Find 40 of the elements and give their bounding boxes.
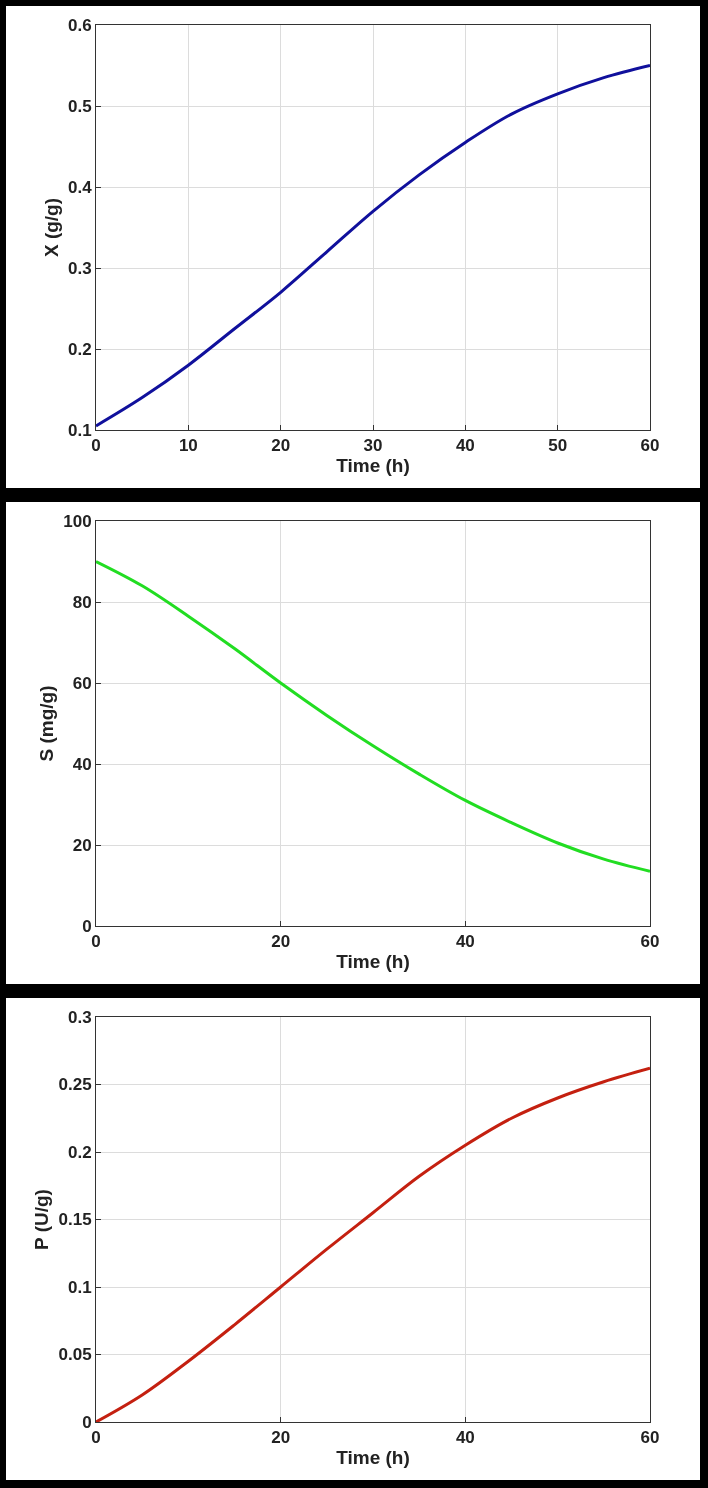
y-tick-label: 60 [72,673,92,693]
y-tick-label: 0.5 [67,96,92,116]
x-tick-label: 60 [640,436,660,456]
x-tick-label: 40 [455,436,475,456]
y-tick-label: 0.2 [67,1142,92,1162]
y-tick-label: 0.15 [58,1210,92,1230]
y-tick-label: 80 [72,592,92,612]
y-tick-label: 0.6 [67,15,92,35]
x-tick-label: 40 [455,1428,475,1448]
y-tick-label: 0.4 [67,177,93,197]
y-tick-label: 20 [72,835,92,855]
y-tick-label: 0.25 [58,1075,92,1095]
x-axis-title: Time (h) [336,455,410,477]
y-axis-title: P (U/g) [31,1189,53,1250]
x-tick-label: 20 [271,436,291,456]
y-tick-label: 0.05 [58,1345,92,1365]
y-tick-label: 0.1 [67,1277,92,1297]
x-axis-title: Time (h) [336,1447,410,1469]
x-tick-label: 50 [548,436,568,456]
x-tick-label: 20 [271,1428,291,1448]
line-series [96,1066,650,1422]
y-tick-label: 0.3 [67,1007,92,1027]
x-tick-label: 40 [455,932,475,952]
x-tick-label: 60 [640,1428,660,1448]
x-tick-label: 10 [178,436,198,456]
y-tick-label: 0.2 [67,339,92,359]
line-series [96,560,650,873]
y-tick-label: 0.3 [67,258,92,278]
x-tick-label: 60 [640,932,660,952]
y-tick-label: 100 [63,511,92,531]
x-axis-title: Time (h) [336,951,410,973]
x-tick-label: 20 [271,932,291,952]
line-series [96,64,650,428]
y-axis-title: X (g/g) [40,197,62,258]
y-axis-title: S (mg/g) [36,685,58,762]
x-tick-label: 30 [363,436,383,456]
y-tick-label: 40 [72,754,92,774]
y-tick-label: 0 [82,916,92,936]
y-tick-label: 0.1 [67,420,92,440]
y-tick-label: 0 [82,1412,92,1432]
